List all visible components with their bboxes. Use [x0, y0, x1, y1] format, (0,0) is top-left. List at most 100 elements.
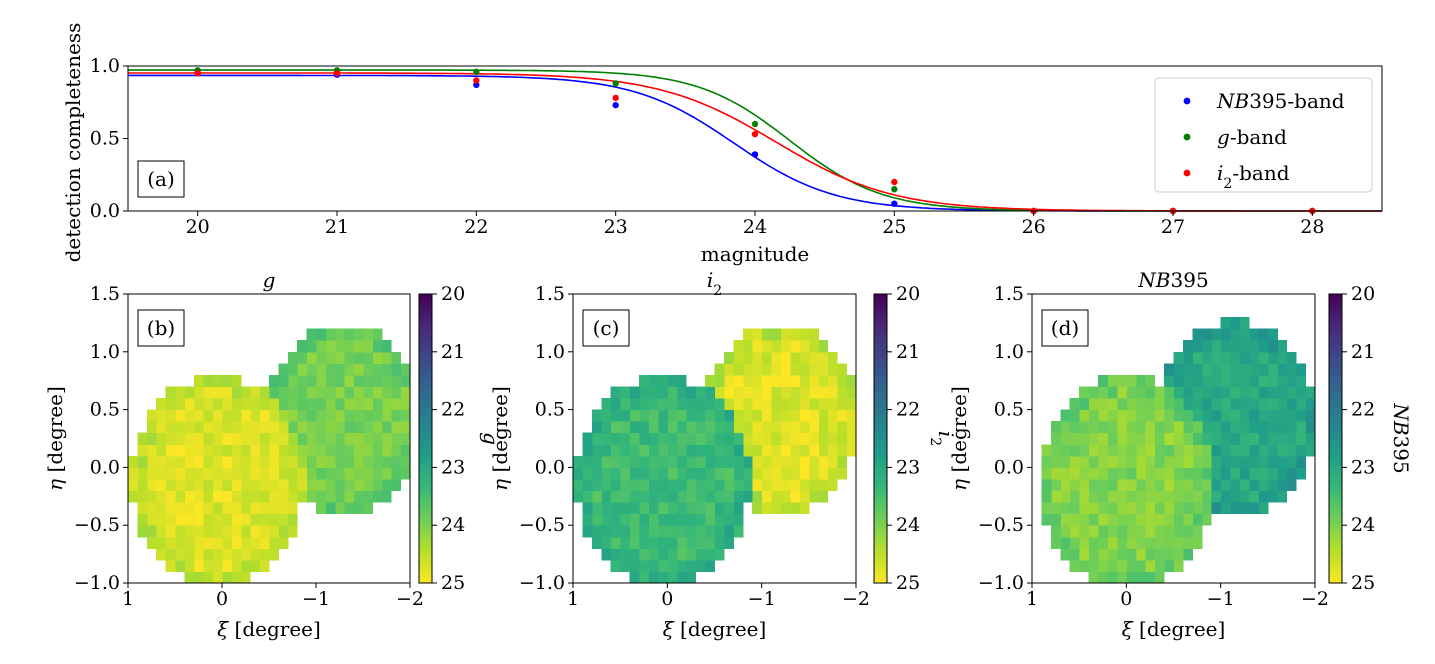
heatmap-cell — [146, 432, 157, 445]
heatmap-cell — [657, 386, 668, 399]
heatmap-cell — [1041, 478, 1052, 492]
data-point-nb395 — [612, 101, 619, 109]
heatmap-cell — [325, 386, 336, 399]
heatmap-cell — [1277, 386, 1288, 399]
heatmap-cell — [1098, 490, 1108, 503]
y-tick-label: −0.5 — [74, 514, 120, 536]
heatmap-cell — [363, 455, 373, 468]
heatmap-cell — [1230, 478, 1241, 492]
heatmap-cell — [761, 351, 772, 364]
heatmap-cell — [1135, 478, 1146, 492]
heatmap-cell — [1267, 455, 1278, 468]
heatmap-cell — [1239, 444, 1250, 457]
y-axis-label: η [degree] — [947, 386, 971, 491]
heatmap-cell — [1277, 421, 1288, 434]
heatmap-cell — [363, 398, 373, 411]
heatmap-cell — [799, 340, 810, 353]
heatmap-cell — [231, 571, 242, 584]
heatmap-cell — [629, 525, 640, 538]
heatmap-cell — [156, 398, 167, 411]
heatmap-cell — [381, 455, 392, 468]
heatmap-cell — [1135, 513, 1146, 526]
heatmap-cell — [212, 502, 223, 515]
heatmap-cell — [1135, 525, 1146, 538]
heatmap-cell — [714, 467, 725, 480]
heatmap-cell — [657, 502, 668, 515]
heatmap-cell — [156, 525, 167, 538]
heatmap-cell — [620, 398, 631, 411]
heatmap-cell — [837, 421, 848, 434]
heatmap-cell — [203, 525, 214, 538]
heatmap-cell — [648, 398, 659, 411]
heatmap-cell — [667, 478, 678, 492]
heatmap-cell — [799, 374, 810, 387]
heatmap-cell — [1220, 374, 1231, 387]
heatmap-cell — [723, 386, 734, 399]
heatmap-cell — [667, 386, 678, 399]
heatmap-cell — [193, 513, 204, 526]
panel-title: NB395 — [1137, 268, 1208, 292]
heatmap-cell — [175, 455, 185, 468]
heatmap-cell — [156, 444, 167, 457]
heatmap-cell — [1201, 374, 1212, 387]
heatmap-cell — [297, 432, 308, 445]
heatmap-cell — [316, 478, 326, 492]
heatmap-cell — [742, 351, 753, 364]
data-point-g — [751, 120, 759, 128]
legend-label-nb395: NB395-band — [1216, 89, 1345, 113]
heatmap-cell — [1220, 398, 1231, 411]
heatmap-cell — [240, 444, 251, 457]
heatmap-cell — [629, 513, 640, 526]
heatmap-cell — [1135, 467, 1146, 480]
heatmap-cell — [1248, 351, 1259, 364]
heatmap-cell — [771, 421, 782, 434]
heatmap-cell — [1220, 432, 1231, 445]
heatmap-cell — [1211, 490, 1222, 503]
heatmap-cell — [184, 444, 195, 457]
heatmap-cell — [325, 455, 336, 468]
heatmap-cell — [231, 455, 242, 468]
heatmap-cell — [818, 455, 829, 468]
heatmap-cell — [240, 467, 251, 480]
heatmap-cell — [695, 432, 706, 445]
heatmap-cell — [1173, 455, 1184, 468]
heatmap-cell — [1154, 525, 1165, 538]
heatmap-cell — [1126, 502, 1137, 515]
heatmap-cell — [1116, 432, 1127, 445]
heatmap-cell — [667, 490, 678, 503]
heatmap-cell — [287, 490, 298, 503]
data-point-g — [473, 68, 480, 76]
heatmap-cell — [714, 525, 725, 538]
heatmap-cell — [723, 363, 734, 376]
heatmap-cell — [137, 490, 148, 503]
y-tick-label: −1.0 — [74, 572, 120, 594]
heatmap-cell — [1041, 455, 1052, 468]
heatmap-cell — [1211, 351, 1222, 364]
heatmap-cell — [780, 444, 791, 457]
heatmap-cell — [1192, 340, 1203, 353]
heatmap-cell — [240, 409, 251, 422]
heatmap-cell — [203, 536, 214, 549]
heatmap-cell — [184, 548, 195, 561]
heatmap-cell — [240, 513, 251, 526]
heatmap-cell — [316, 398, 326, 411]
heatmap-cell — [639, 536, 649, 549]
heatmap-cell — [203, 467, 214, 480]
heatmap-cell — [705, 490, 715, 503]
heatmap-cell — [287, 386, 298, 399]
heatmap-cell — [287, 351, 298, 364]
heatmap-cell — [686, 502, 697, 515]
heatmap-cell — [1050, 421, 1061, 434]
heatmap-cell — [306, 363, 317, 376]
heatmap-cell — [1088, 386, 1099, 399]
heatmap-cell — [591, 432, 602, 445]
heatmap-cell — [1154, 478, 1165, 492]
heatmap-cell — [629, 398, 640, 411]
heatmap-cell — [1173, 513, 1184, 526]
heatmap-cell — [620, 559, 631, 572]
heatmap-cell — [789, 502, 800, 515]
heatmap-cell — [657, 525, 668, 538]
heatmap-cell — [1192, 490, 1203, 503]
heatmap-cell — [1173, 421, 1184, 434]
heatmap-cell — [184, 525, 195, 538]
